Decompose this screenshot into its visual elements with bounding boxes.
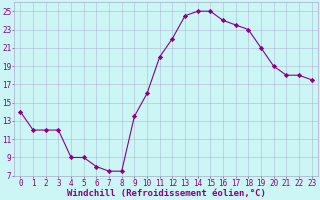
- X-axis label: Windchill (Refroidissement éolien,°C): Windchill (Refroidissement éolien,°C): [67, 189, 266, 198]
